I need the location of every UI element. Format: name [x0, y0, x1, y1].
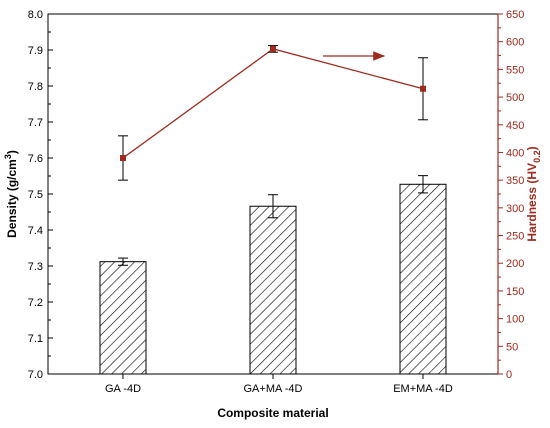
hardness-line: [122, 48, 424, 159]
left-tick-label: 7.0: [28, 369, 43, 381]
x-tick-label: EM+MA -4D: [393, 383, 453, 395]
left-tick-label: 7.8: [28, 81, 43, 93]
hardness-point: [270, 45, 276, 52]
left-tick-label: 7.7: [28, 117, 43, 129]
right-tick-label: 650: [506, 9, 524, 21]
left-tick-label: 7.3: [28, 261, 43, 273]
x-tick-label: GA -4D: [105, 383, 141, 395]
right-tick-label: 200: [506, 258, 524, 270]
x-axis-ticks: GA -4D GA+MA -4D EM+MA -4D: [105, 374, 453, 395]
right-tick-label: 500: [506, 92, 524, 104]
right-axis-title: Hardness (HV0.2): [525, 146, 542, 241]
left-tick-label: 7.5: [28, 189, 43, 201]
density-bar: [249, 205, 297, 375]
right-tick-label: 350: [506, 175, 524, 187]
right-tick-label: 50: [506, 341, 518, 353]
left-axis-title: Density (g/cm3): [3, 150, 19, 238]
right-tick-label: 400: [506, 147, 524, 159]
hardness-point: [120, 155, 126, 161]
density-bar: [99, 261, 147, 375]
x-axis-title: Composite material: [217, 406, 328, 420]
bar-series: [99, 183, 447, 375]
left-tick-label: 7.1: [28, 333, 43, 345]
right-tick-label: 450: [506, 120, 524, 132]
left-tick-label: 7.2: [28, 297, 43, 309]
left-tick-label: 7.4: [28, 225, 43, 237]
bar-error-bars: [118, 175, 428, 266]
right-tick-label: 600: [506, 37, 524, 49]
right-tick-label: 300: [506, 203, 524, 215]
hardness-point: [420, 85, 426, 92]
x-tick-label: GA+MA -4D: [244, 383, 303, 395]
right-tick-label: 250: [506, 231, 524, 243]
right-tick-label: 150: [506, 286, 524, 298]
right-tick-label: 0: [506, 369, 512, 381]
density-bar: [399, 183, 447, 375]
left-tick-label: 8.0: [28, 9, 43, 21]
hardness-series: [118, 45, 428, 181]
right-tick-label: 100: [506, 314, 524, 326]
left-tick-label: 7.9: [28, 45, 43, 57]
right-axis-ticks: 0 50 100 150 200 250 300 350 400 450 500 550 600 650: [497, 9, 524, 381]
right-tick-label: 550: [506, 64, 524, 76]
left-tick-label: 7.6: [28, 153, 43, 165]
left-axis-ticks: 7.0 7.1 7.2 7.3 7.4 7.5 7.6 7.7 7.8 7.9 8.0: [28, 9, 53, 381]
